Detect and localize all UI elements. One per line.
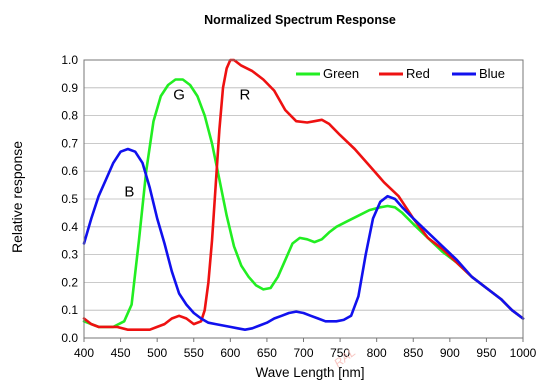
- y-tick-label-0.1: 0.1: [61, 303, 78, 317]
- y-tick-label-0.5: 0.5: [61, 192, 78, 206]
- x-axis-label: Wave Length [nm]: [255, 365, 364, 380]
- x-tick-label-550: 550: [184, 346, 204, 360]
- x-tick-label-900: 900: [440, 346, 460, 360]
- x-tick-label-700: 700: [293, 346, 313, 360]
- curve-annotations: G R B: [124, 86, 250, 200]
- y-tick-label-1.0: 1.0: [61, 53, 78, 67]
- y-axis-ticks: 0.0 0.1 0.2 0.3 0.4 0.5 0.6 0.7 0.8 0.9 1.0: [61, 53, 78, 345]
- x-tick-label-650: 650: [257, 346, 277, 360]
- x-tick-label-750: 750: [330, 346, 350, 360]
- x-tick-label-950: 950: [476, 346, 496, 360]
- y-tick-label-0.6: 0.6: [61, 164, 78, 178]
- x-axis-ticks: 400 450 500 550 600 650 700 750 800 850 900 950 1000: [74, 338, 537, 360]
- y-tick-label-0.8: 0.8: [61, 109, 78, 123]
- y-tick-label-0.0: 0.0: [61, 331, 78, 345]
- y-tick-label-0.2: 0.2: [61, 275, 78, 289]
- y-tick-label-0.7: 0.7: [61, 136, 78, 150]
- legend-label-blue: Blue: [479, 66, 505, 81]
- series-line-blue: [82, 147, 525, 331]
- y-axis-label: Relative response: [9, 141, 25, 253]
- legend-label-green: Green: [323, 66, 359, 81]
- annotation-b: B: [124, 184, 134, 201]
- x-tick-label-1000: 1000: [510, 346, 537, 360]
- annotation-g: G: [173, 86, 185, 103]
- legend-label-red: Red: [406, 66, 430, 81]
- y-tick-label-0.4: 0.4: [61, 220, 78, 234]
- legend: Green Red Blue: [296, 66, 505, 81]
- x-tick-label-850: 850: [403, 346, 423, 360]
- series-lines: [82, 58, 525, 331]
- annotation-r: R: [240, 86, 251, 103]
- x-tick-label-600: 600: [220, 346, 240, 360]
- plot-frame: [83, 59, 524, 339]
- y-tick-label-0.9: 0.9: [61, 81, 78, 95]
- x-tick-label-500: 500: [147, 346, 167, 360]
- x-tick-label-450: 450: [111, 346, 131, 360]
- x-tick-label-400: 400: [74, 346, 94, 360]
- x-tick-label-800: 800: [367, 346, 387, 360]
- series-line-red: [82, 58, 525, 331]
- chart-title: Normalized Spectrum Response: [204, 13, 396, 27]
- series-line-green: [82, 78, 525, 329]
- y-tick-label-0.3: 0.3: [61, 248, 78, 262]
